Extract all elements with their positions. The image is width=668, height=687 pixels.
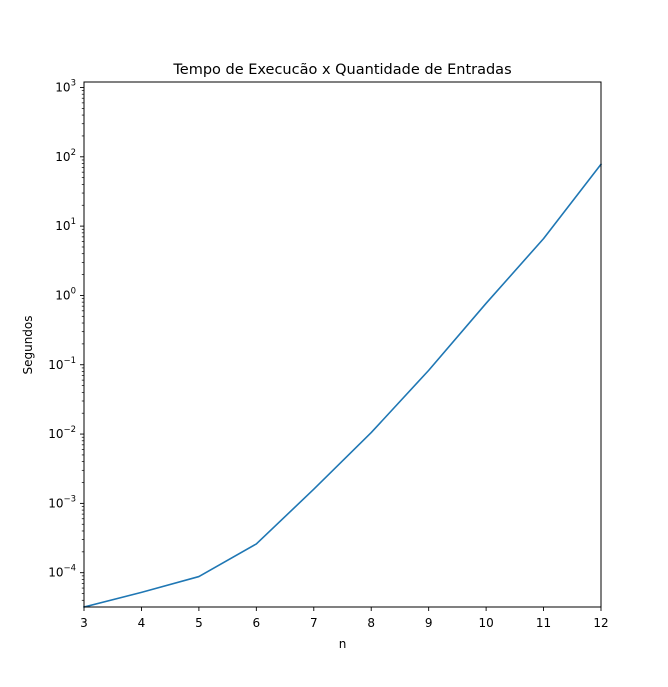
y-tick-label: 10−2 [48, 425, 76, 441]
x-tick-label: 7 [310, 616, 318, 630]
chart-title: Tempo de Execucão x Quantidade de Entrad… [172, 62, 511, 78]
x-tick-label: 12 [593, 616, 608, 630]
svg-text:10−2: 10−2 [48, 425, 76, 441]
svg-text:102: 102 [55, 148, 76, 164]
svg-text:10−1: 10−1 [48, 356, 76, 372]
series-layer [83, 163, 603, 608]
plot-area [84, 82, 601, 607]
y-tick-label: 10−4 [48, 564, 76, 580]
x-tick-label: 8 [367, 616, 375, 630]
y-tick-label: 103 [55, 78, 76, 94]
y-tick-label: 10−3 [48, 494, 76, 510]
x-tick-label: 4 [138, 616, 146, 630]
svg-text:103: 103 [55, 78, 76, 94]
y-tick-label: 102 [55, 148, 76, 164]
y-axis-label: Segundos [21, 315, 35, 374]
series-line-1 [83, 163, 603, 608]
x-axis-label: n [339, 637, 347, 651]
x-tick-label: 6 [253, 616, 261, 630]
x-tick-label: 11 [536, 616, 551, 630]
x-tick-label: 3 [80, 616, 88, 630]
plot-frame [83, 81, 602, 608]
y-tick-label: 101 [55, 217, 76, 233]
svg-text:10−3: 10−3 [48, 494, 76, 510]
x-tick-label: 5 [195, 616, 203, 630]
x-tick-label: 10 [478, 616, 493, 630]
x-axis-ticks: 3 4 5 6 7 8 9 10 11 12 [80, 607, 609, 630]
svg-text:101: 101 [55, 217, 76, 233]
svg-text:10−4: 10−4 [48, 564, 76, 580]
y-axis-ticks: 10−4 10−3 10−2 10−1 100 101 102 103 [48, 78, 84, 580]
y-tick-label: 10−1 [48, 356, 76, 372]
svg-text:100: 100 [55, 286, 76, 302]
x-tick-label: 9 [425, 616, 433, 630]
y-tick-label: 100 [55, 286, 76, 302]
